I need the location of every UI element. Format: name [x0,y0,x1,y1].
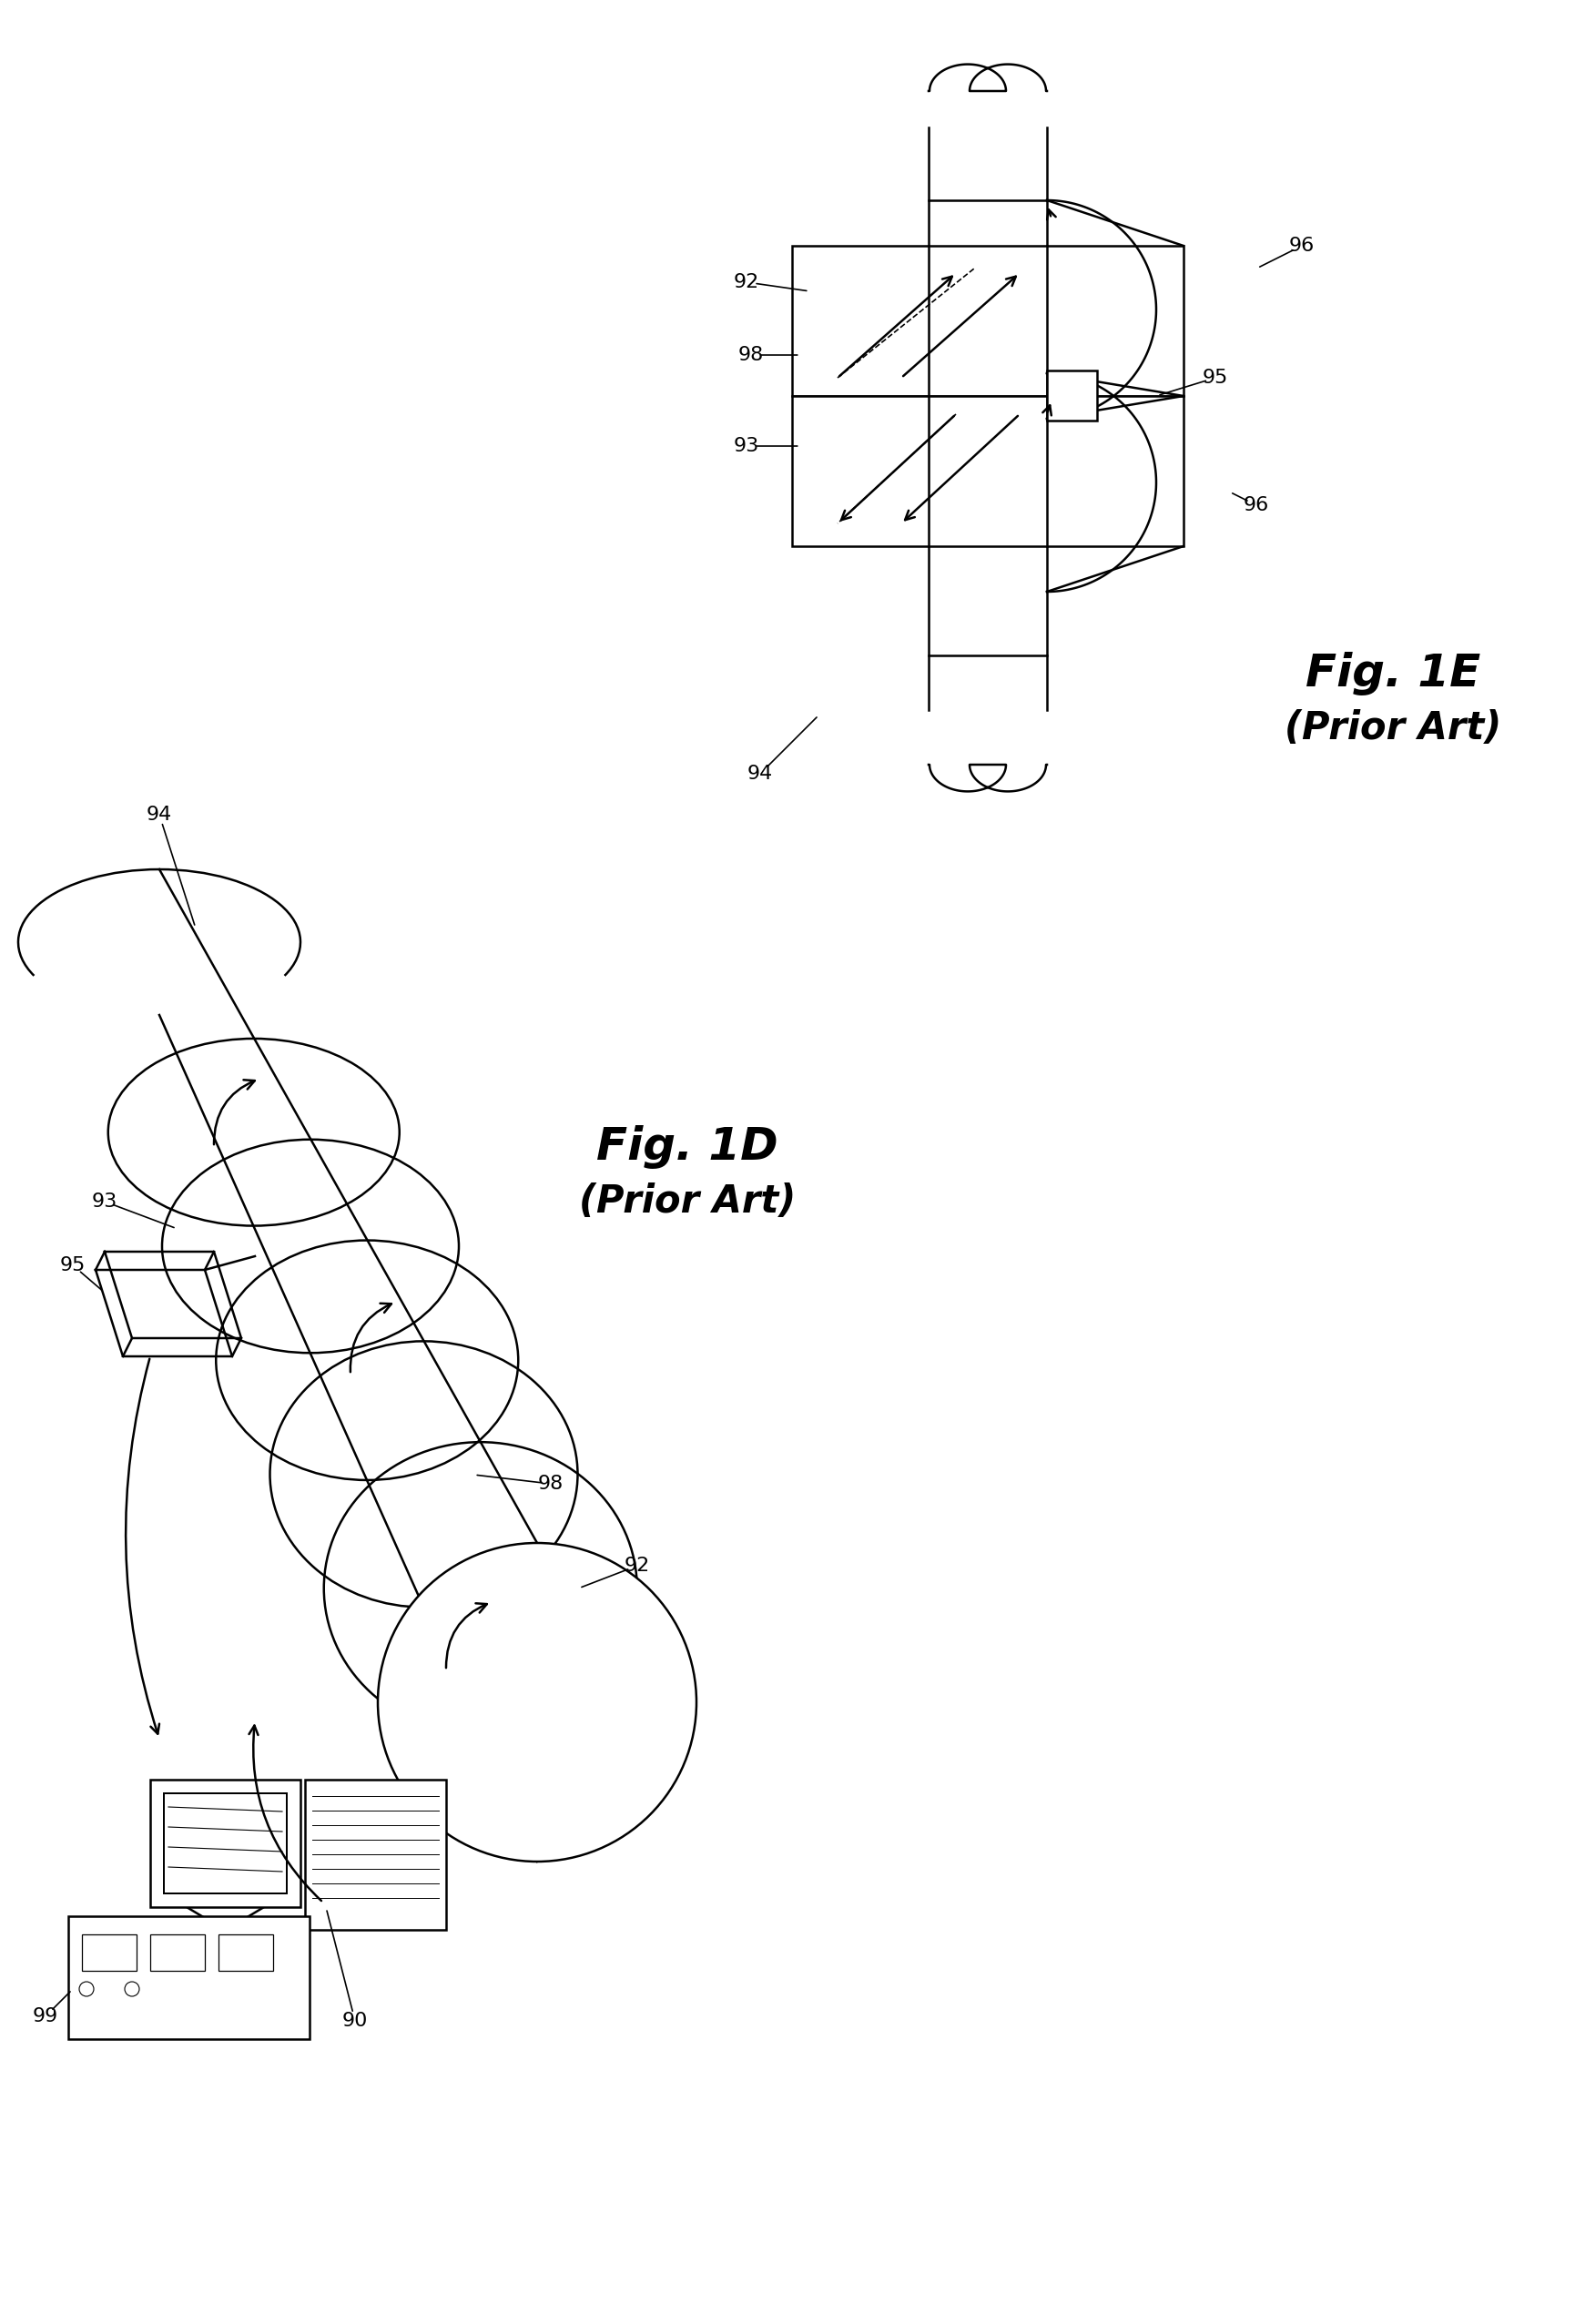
Text: 92: 92 [734,274,759,290]
Text: 96: 96 [1244,495,1270,514]
Bar [68,1917,309,2038]
Text: Fig. 1E: Fig. 1E [1306,651,1480,695]
Text: 94: 94 [747,765,773,783]
Text: 98: 98 [537,1476,564,1492]
Bar [304,1780,445,1929]
Bar [792,395,1184,546]
Text: 99: 99 [33,2008,59,2027]
Text: 95: 95 [60,1257,86,1274]
Bar [151,1780,301,1908]
Text: 95: 95 [1203,370,1228,386]
Bar [792,246,1184,395]
Text: Fig. 1D: Fig. 1D [596,1125,778,1169]
Text: 93: 93 [92,1192,117,1211]
Bar [82,1934,136,1971]
Bar [219,1934,273,1971]
Bar [163,1794,287,1894]
Text: 94: 94 [146,806,173,823]
Ellipse shape [377,1543,696,1862]
Text: (Prior Art): (Prior Art) [1284,709,1501,748]
Text: 96: 96 [1289,237,1314,256]
Text: 90: 90 [342,2013,368,2029]
Bar [929,200,1048,655]
Bar [1048,370,1097,421]
Text: (Prior Art): (Prior Art) [579,1183,796,1220]
Bar [151,1934,204,1971]
Text: 93: 93 [734,437,759,456]
Text: 92: 92 [624,1557,650,1576]
Text: 98: 98 [739,346,764,365]
